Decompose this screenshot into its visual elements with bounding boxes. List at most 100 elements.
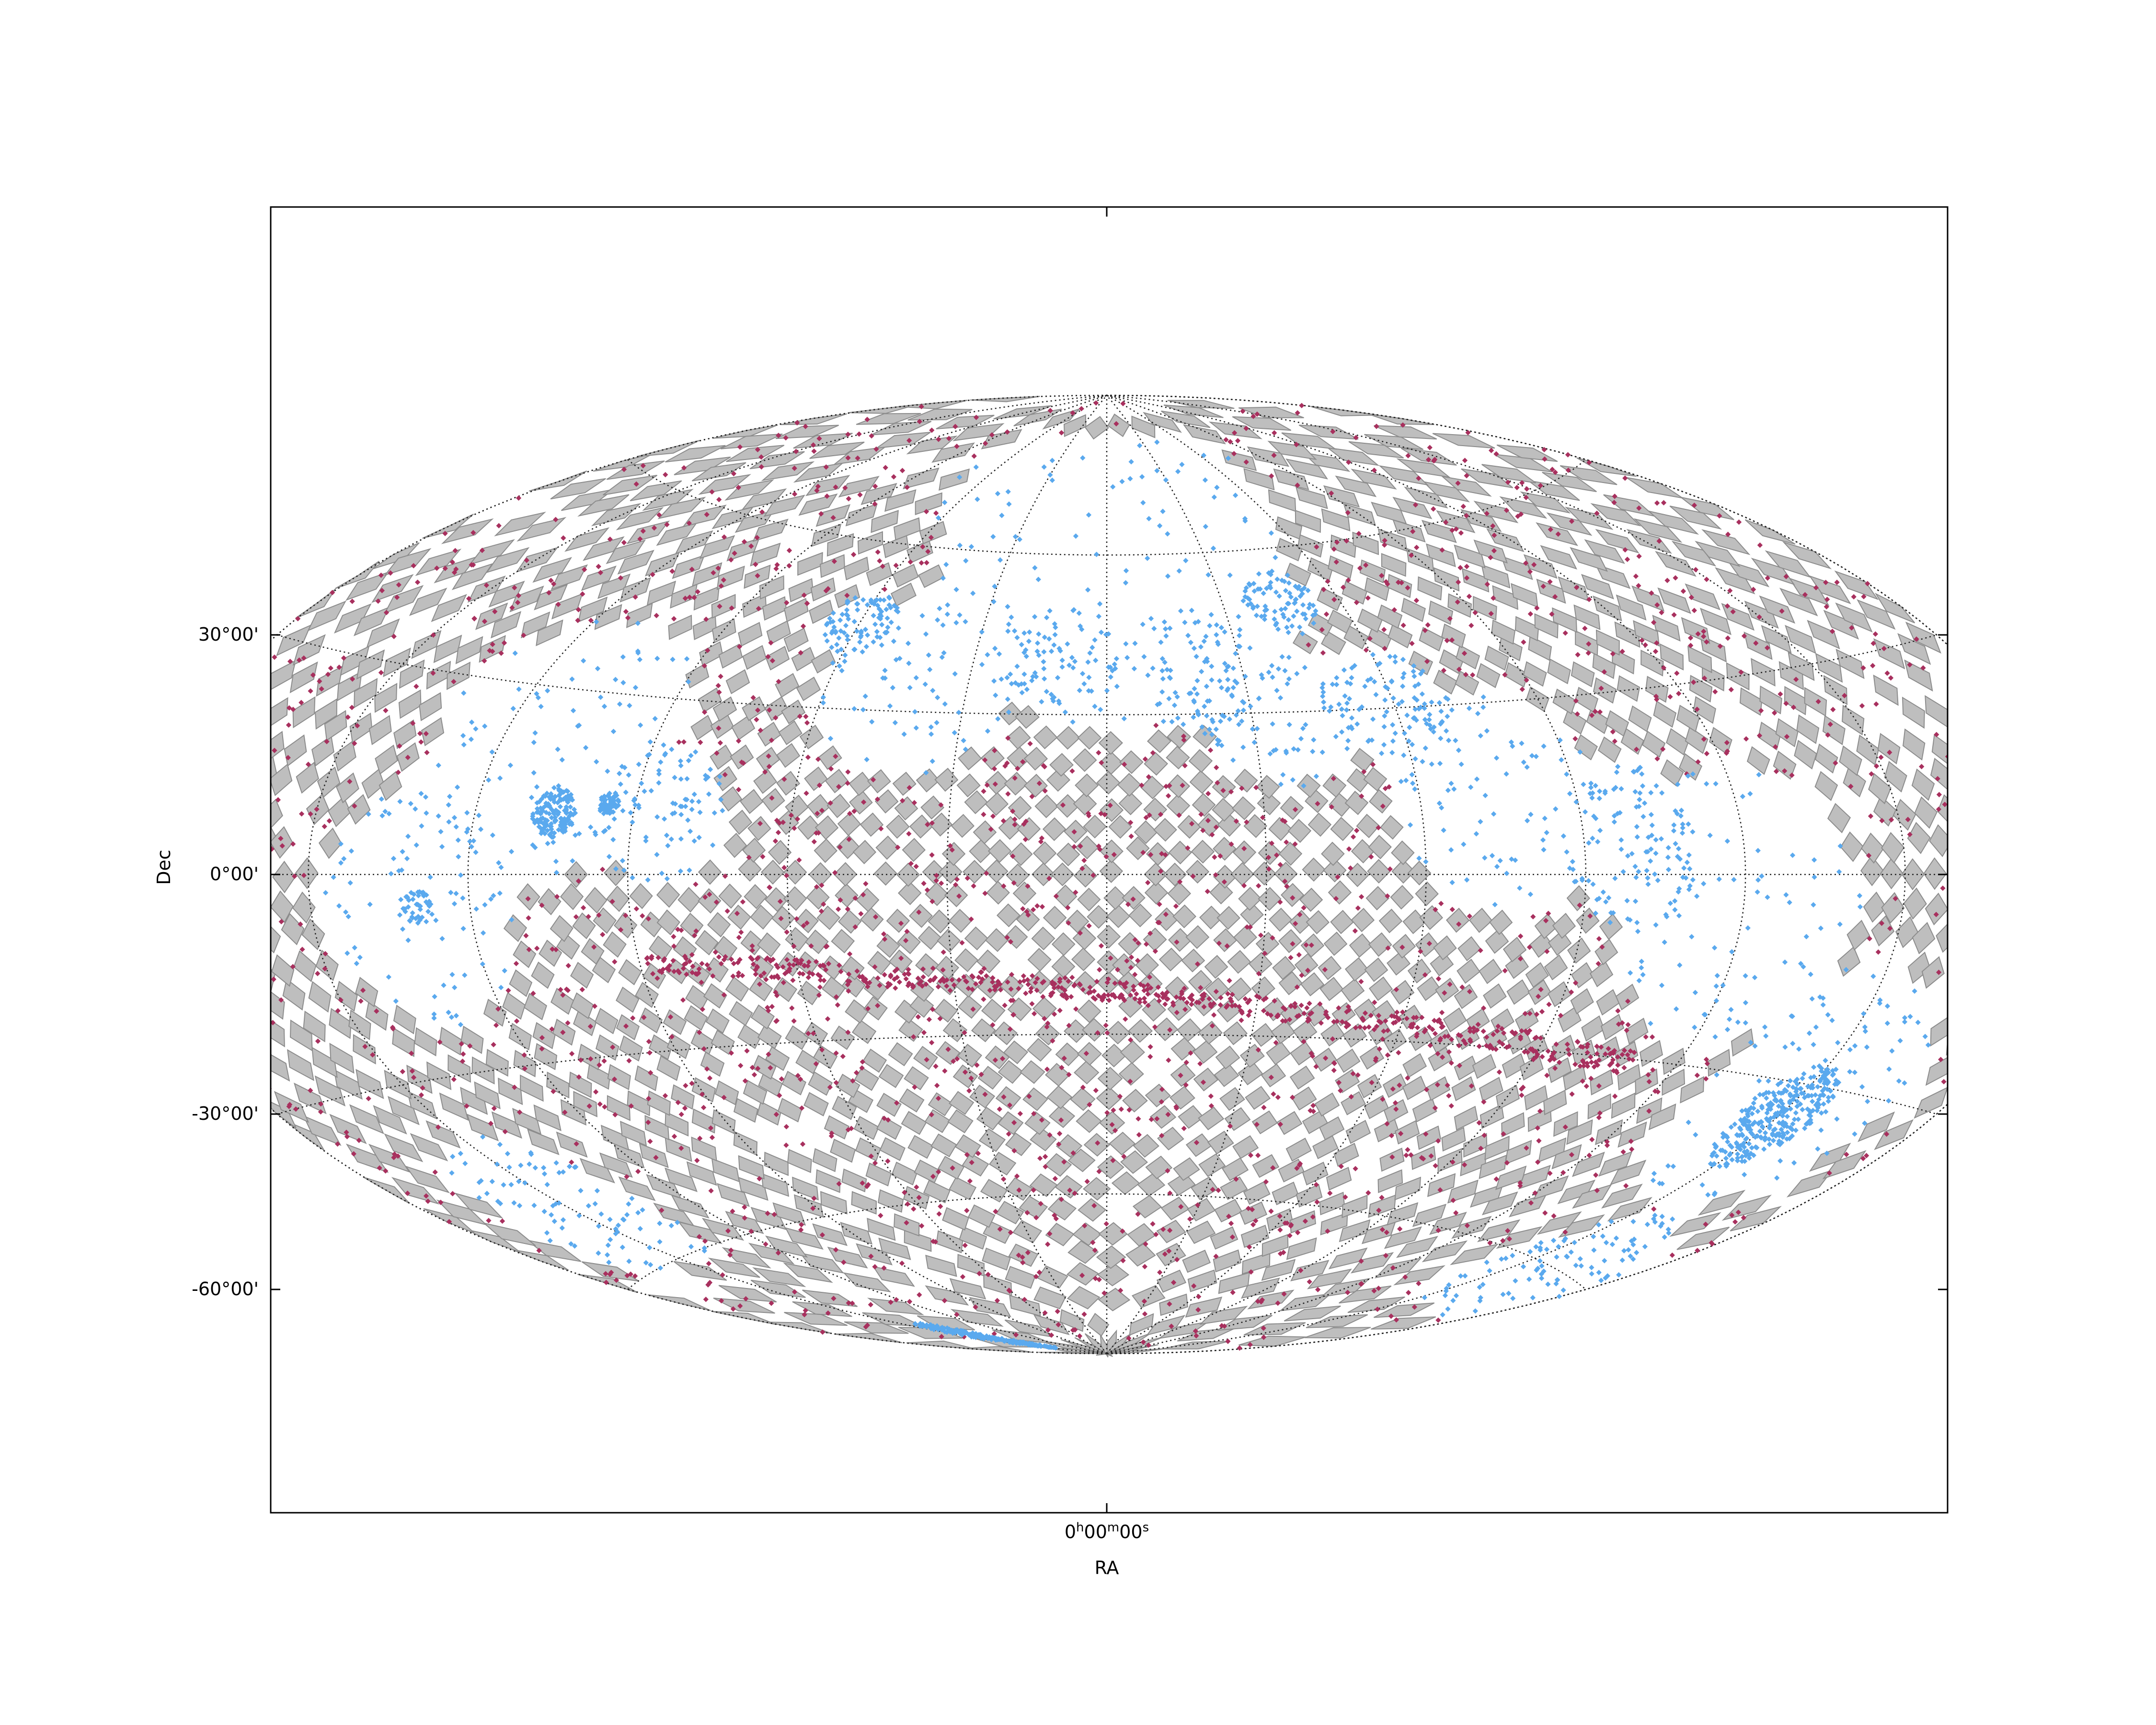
source-point-a xyxy=(1165,793,1171,799)
footprint-tile xyxy=(840,956,865,980)
source-point-b xyxy=(1270,674,1275,680)
source-point-b xyxy=(619,858,626,863)
source-point-b xyxy=(393,998,399,1004)
footprint-tile xyxy=(1685,726,1709,754)
footprint-tile xyxy=(1232,840,1257,864)
source-point-a xyxy=(717,740,723,746)
source-point-b xyxy=(1256,571,1262,577)
source-point-a xyxy=(1693,567,1698,573)
footprint-tile xyxy=(1185,860,1210,884)
source-point-a xyxy=(1128,833,1134,839)
source-point-b xyxy=(1681,865,1687,871)
footprint-tile xyxy=(1617,1121,1647,1148)
source-point-b xyxy=(601,703,608,709)
footprint-tile xyxy=(876,1092,902,1117)
source-point-b xyxy=(626,772,631,778)
footprint-tile xyxy=(1505,953,1529,979)
source-point-a xyxy=(1353,828,1360,833)
source-point-a xyxy=(1433,1163,1438,1169)
footprint-tile xyxy=(1937,794,1948,822)
footprint-tile xyxy=(1291,1086,1317,1111)
source-point-b xyxy=(1614,769,1620,775)
footprint-tile xyxy=(964,926,988,951)
source-point-a xyxy=(1435,1317,1441,1323)
footprint-tile xyxy=(1973,758,1995,791)
footprint-tile xyxy=(705,1008,730,1034)
source-point-b xyxy=(386,974,391,980)
source-point-a xyxy=(899,1260,905,1266)
footprint-tile xyxy=(550,988,574,1015)
footprint-tile xyxy=(1570,988,1594,1014)
footprint-tile xyxy=(199,727,220,760)
footprint-tile xyxy=(1302,1162,1329,1185)
source-point-a xyxy=(1651,1206,1657,1212)
source-point-b xyxy=(547,1238,553,1243)
source-point-a xyxy=(1365,1190,1371,1196)
footprint-tile xyxy=(503,914,528,942)
footprint-tile xyxy=(1213,928,1238,953)
footprint-tile xyxy=(1268,816,1293,841)
source-point-a xyxy=(1757,542,1763,548)
source-point-a xyxy=(1596,936,1602,942)
footprint-tile xyxy=(740,930,765,955)
footprint-tile xyxy=(599,1152,633,1178)
source-point-a xyxy=(1039,904,1045,909)
source-point-a xyxy=(1536,1138,1542,1144)
footprint-tile xyxy=(812,1148,837,1173)
source-point-a xyxy=(1732,1219,1738,1225)
source-point-a xyxy=(1542,1210,1548,1216)
footprint-tile xyxy=(520,611,550,639)
source-point-b xyxy=(501,1182,506,1188)
source-point-a xyxy=(205,940,210,945)
source-point-b xyxy=(1756,772,1762,778)
footprint-tile xyxy=(1346,768,1371,793)
source-point-b xyxy=(1598,1277,1604,1283)
footprint-tile xyxy=(1451,1216,1492,1239)
footprint-tile xyxy=(533,1104,562,1131)
source-point-a xyxy=(1956,1072,1961,1078)
footprint-tile xyxy=(1835,602,1873,633)
footprint-tile xyxy=(1128,903,1152,928)
footprint-tile xyxy=(572,912,596,940)
source-point-a xyxy=(383,708,389,713)
source-point-b xyxy=(629,1196,635,1201)
source-point-b xyxy=(885,624,891,630)
footprint-tile xyxy=(985,928,1009,952)
footprint-tile xyxy=(917,926,942,950)
footprint-tile xyxy=(295,588,336,619)
source-point-b xyxy=(1044,689,1050,694)
footprint-tile xyxy=(271,659,297,690)
footprint-tile xyxy=(483,999,507,1027)
source-point-b xyxy=(436,762,441,768)
footprint-tile xyxy=(329,1043,355,1074)
source-point-b xyxy=(1319,693,1326,699)
source-point-b xyxy=(1275,626,1281,632)
footprint-tile xyxy=(781,699,806,724)
source-point-b xyxy=(1449,880,1455,886)
footprint-tile xyxy=(792,1176,819,1201)
footprint-tile xyxy=(1120,1150,1148,1174)
source-point-b xyxy=(1886,1066,1892,1072)
footprint-tile xyxy=(1587,1093,1611,1120)
footprint-tile xyxy=(775,673,800,698)
source-point-a xyxy=(2059,844,2064,850)
footprint-tile xyxy=(311,1046,338,1078)
source-point-b xyxy=(1445,1306,1451,1312)
footprint-tile xyxy=(854,1067,880,1091)
footprint-tile xyxy=(742,838,766,863)
source-point-b xyxy=(448,1014,455,1020)
source-point-a xyxy=(1385,1052,1390,1058)
source-point-a xyxy=(805,754,811,760)
source-point-a xyxy=(600,932,606,938)
footprint-tile xyxy=(1099,859,1124,883)
source-point-a xyxy=(181,894,186,899)
source-point-a xyxy=(1272,430,1277,436)
source-point-a xyxy=(926,1016,932,1023)
footprint-tile xyxy=(802,1289,858,1307)
footprint-tile xyxy=(1168,928,1192,952)
source-point-a xyxy=(239,915,244,920)
footprint-tile xyxy=(814,838,837,863)
source-point-b xyxy=(1273,554,1278,561)
source-point-b xyxy=(1019,642,1024,647)
source-point-b xyxy=(436,813,441,819)
